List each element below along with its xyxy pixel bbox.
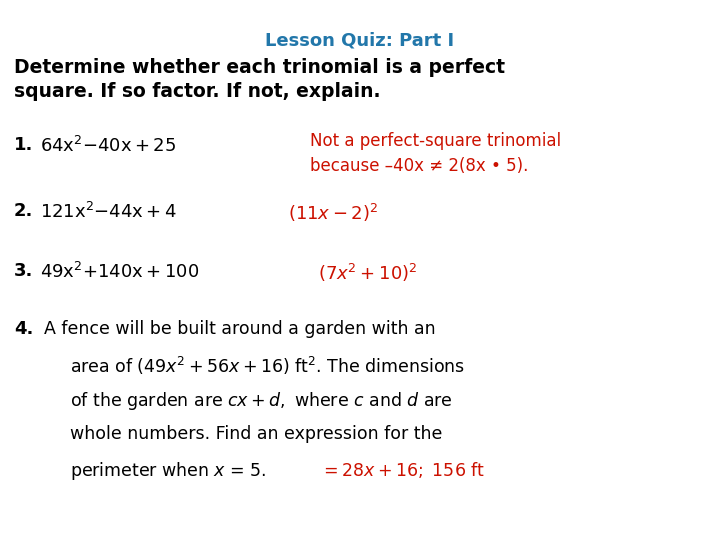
Text: whole numbers. Find an expression for the: whole numbers. Find an expression for th… — [70, 425, 442, 443]
Text: A fence will be built around a garden with an: A fence will be built around a garden wi… — [44, 320, 436, 338]
Text: perimeter when $x$ = 5.: perimeter when $x$ = 5. — [70, 460, 266, 482]
Text: of the garden are $cx + d,$ where $c$ and $d$ are: of the garden are $cx + d,$ where $c$ an… — [70, 390, 453, 412]
Text: Lesson Quiz: Part I: Lesson Quiz: Part I — [266, 32, 454, 50]
Text: 2.: 2. — [14, 202, 33, 220]
Text: $(11x - 2)^{2}$: $(11x - 2)^{2}$ — [288, 202, 378, 224]
Text: 1.: 1. — [14, 136, 33, 154]
Text: $\mathregular{64x}^{\mathregular{2}}\mathregular{ - 40x + 25}$: $\mathregular{64x}^{\mathregular{2}}\mat… — [40, 136, 176, 156]
Text: area of $(49x^{2} + 56x + 16)$ ft$^{2}$. The dimensions: area of $(49x^{2} + 56x + 16)$ ft$^{2}$.… — [70, 355, 465, 377]
Text: 4.: 4. — [14, 320, 33, 338]
Text: $\mathregular{49x}^{\mathregular{2}}\mathregular{ + 140x + 100}$: $\mathregular{49x}^{\mathregular{2}}\mat… — [40, 262, 199, 282]
Text: Not a perfect-square trinomial
because –40x ≠ 2(8x • 5).: Not a perfect-square trinomial because –… — [310, 132, 561, 175]
Text: $\mathregular{121x}^{\mathregular{2}}\mathregular{ - 44x + 4}$: $\mathregular{121x}^{\mathregular{2}}\ma… — [40, 202, 177, 222]
Text: Determine whether each trinomial is a perfect
square. If so factor. If not, expl: Determine whether each trinomial is a pe… — [14, 58, 505, 102]
Text: $= 28x + 16;$ 156 ft: $= 28x + 16;$ 156 ft — [320, 460, 485, 480]
Text: $(7x^{2} + 10)^{2}$: $(7x^{2} + 10)^{2}$ — [318, 262, 418, 284]
Text: 3.: 3. — [14, 262, 33, 280]
